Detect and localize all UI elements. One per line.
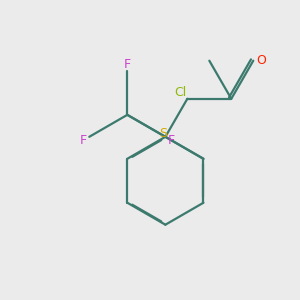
Text: O: O <box>256 54 266 67</box>
Text: F: F <box>80 134 87 147</box>
Text: F: F <box>124 58 131 71</box>
Text: S: S <box>159 127 167 140</box>
Text: Cl: Cl <box>175 86 187 99</box>
Text: F: F <box>167 134 175 147</box>
